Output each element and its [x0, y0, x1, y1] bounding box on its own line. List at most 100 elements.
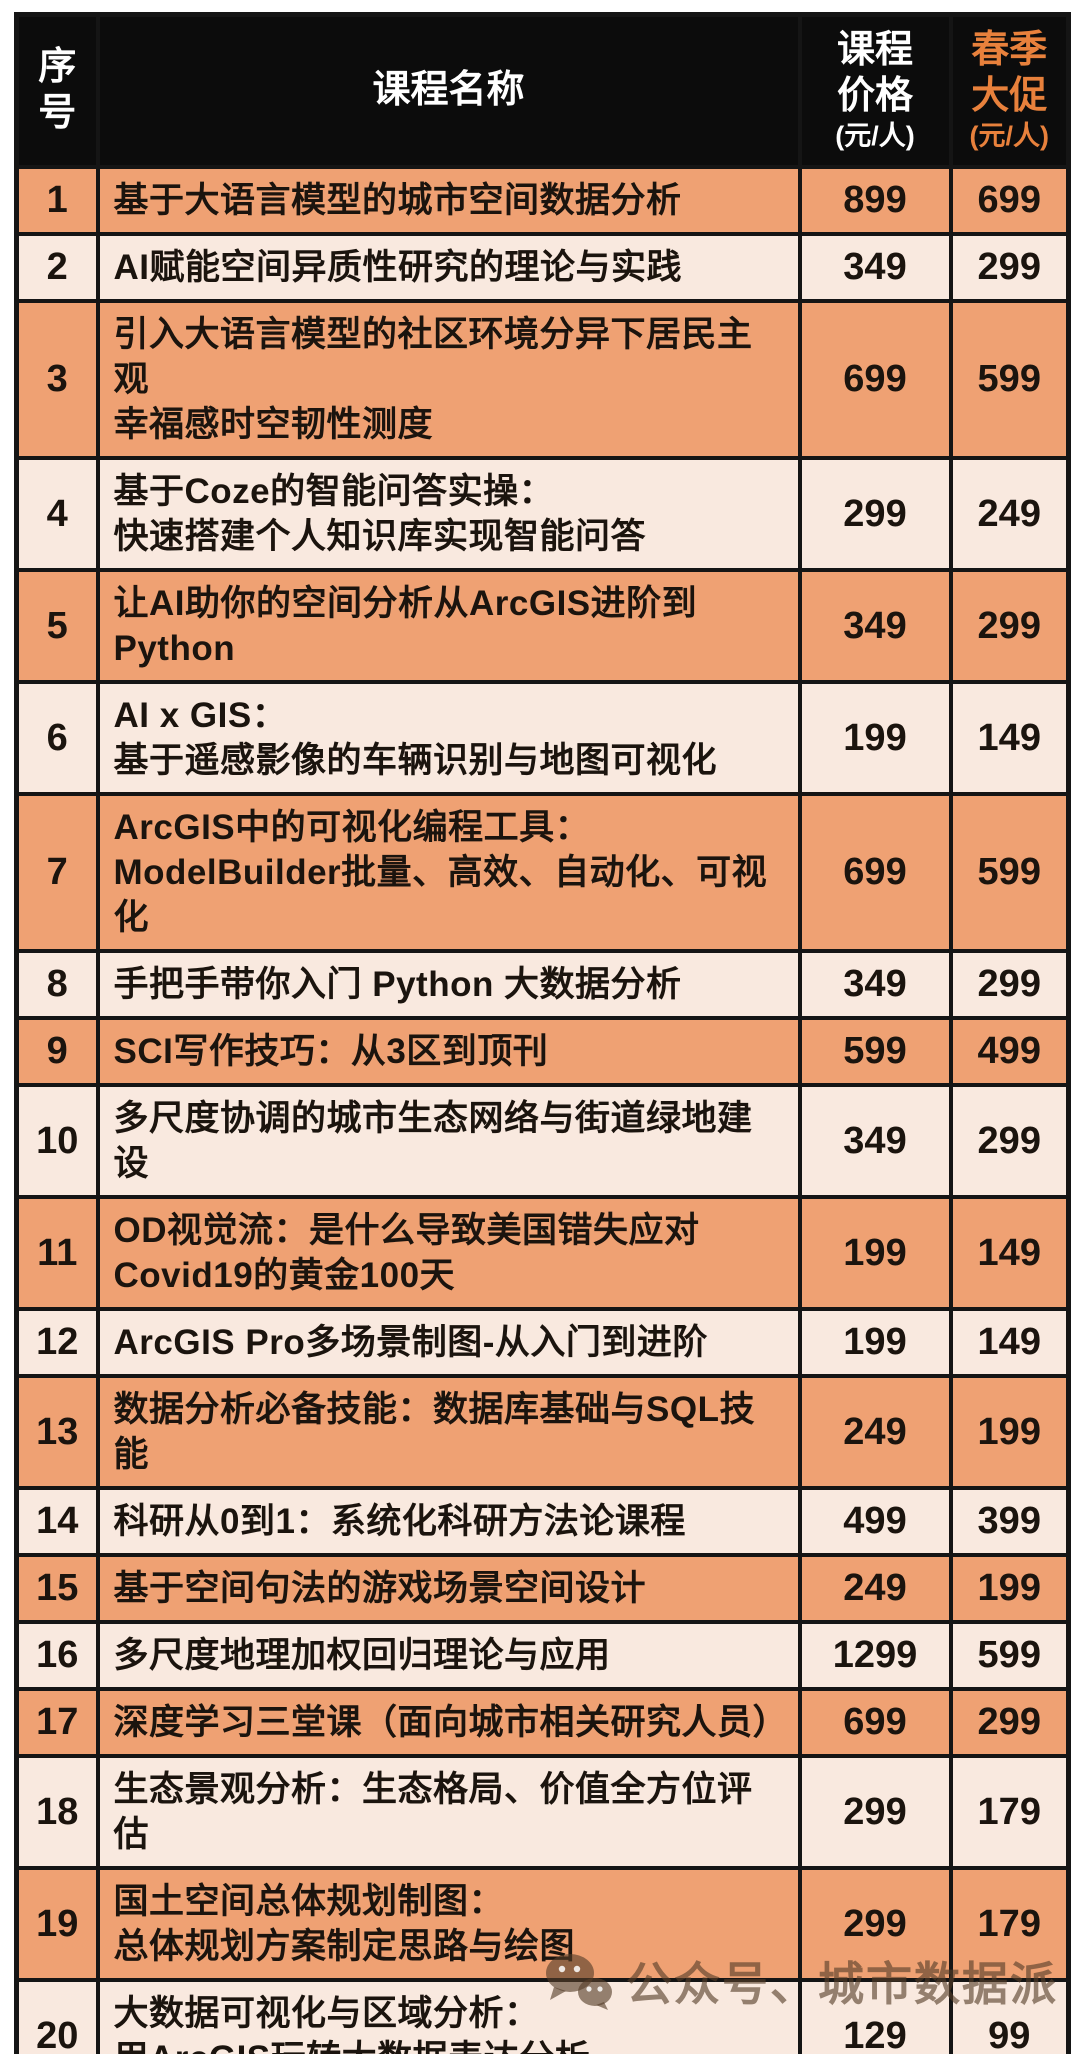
course-price: 899 — [797, 165, 953, 236]
course-price: 199 — [797, 1195, 953, 1311]
row-number: 14 — [14, 1486, 100, 1557]
course-price: 699 — [797, 792, 953, 953]
course-name: ArcGIS中的可视化编程工具： ModelBuilder批量、高效、自动化、可… — [95, 792, 802, 953]
row-number: 15 — [14, 1553, 100, 1624]
table-row: 6 AI x GIS： 基于遥感影像的车辆识别与地图可视化 199 149 — [14, 680, 1071, 796]
course-price: 699 — [797, 299, 953, 460]
row-number: 1 — [14, 165, 100, 236]
table-row: 17 深度学习三堂课（面向城市相关研究人员） 699 299 — [14, 1687, 1071, 1758]
course-name: AI x GIS： 基于遥感影像的车辆识别与地图可视化 — [95, 680, 802, 796]
row-number: 18 — [14, 1754, 100, 1870]
row-number: 17 — [14, 1687, 100, 1758]
course-name: AI赋能空间异质性研究的理论与实践 — [95, 232, 802, 303]
header-course-price: 课程 价格 (元/人) — [797, 12, 953, 169]
sale-price: 299 — [948, 568, 1071, 684]
sale-price: 149 — [948, 1307, 1071, 1378]
course-price: 349 — [797, 1083, 953, 1199]
table-row: 13 数据分析必备技能：数据库基础与SQL技能 249 199 — [14, 1374, 1071, 1490]
header-sale-unit: (元/人) — [969, 121, 1049, 151]
course-price: 199 — [797, 680, 953, 796]
course-name: SCI写作技巧：从3区到顶刊 — [95, 1016, 802, 1087]
row-number: 20 — [14, 1978, 100, 2054]
header-row: 序 号 课程名称 课程 价格 (元/人) 春季 大促 (元/人) — [14, 12, 1071, 169]
table-row: 3 引入大语言模型的社区环境分异下居民主观 幸福感时空韧性测度 699 599 — [14, 299, 1071, 460]
course-price-table: 序 号 课程名称 课程 价格 (元/人) 春季 大促 (元/人) 1 基于大语言… — [14, 12, 1071, 2054]
course-name: ArcGIS Pro多场景制图-从入门到进阶 — [95, 1307, 802, 1378]
sale-price: 199 — [948, 1374, 1071, 1490]
sale-price: 179 — [948, 1866, 1071, 1982]
course-name: 多尺度协调的城市生态网络与街道绿地建设 — [95, 1083, 802, 1199]
header-course-name-label: 课程名称 — [372, 69, 525, 111]
sale-price: 399 — [948, 1486, 1071, 1557]
sale-price: 299 — [948, 232, 1071, 303]
course-price: 499 — [797, 1486, 953, 1557]
row-number: 3 — [14, 299, 100, 460]
table-row: 7 ArcGIS中的可视化编程工具： ModelBuilder批量、高效、自动化… — [14, 792, 1071, 953]
table-header: 序 号 课程名称 课程 价格 (元/人) 春季 大促 (元/人) — [14, 12, 1071, 169]
sale-price: 299 — [948, 1083, 1071, 1199]
table-row: 2 AI赋能空间异质性研究的理论与实践 349 299 — [14, 232, 1071, 303]
course-price: 699 — [797, 1687, 953, 1758]
row-number: 16 — [14, 1620, 100, 1691]
course-price: 349 — [797, 232, 953, 303]
sale-price: 299 — [948, 949, 1071, 1020]
course-name: 大数据可视化与区域分析： 用ArcGIS玩转大数据表达分析 — [95, 1978, 802, 2054]
course-name: 基于Coze的智能问答实操： 快速搭建个人知识库实现智能问答 — [95, 456, 802, 572]
table-row: 9 SCI写作技巧：从3区到顶刊 599 499 — [14, 1016, 1071, 1087]
header-spring-sale: 春季 大促 (元/人) — [948, 12, 1071, 169]
sale-price: 199 — [948, 1553, 1071, 1624]
header-sale-label: 春季 大促 — [971, 29, 1048, 117]
row-number: 13 — [14, 1374, 100, 1490]
table-row: 15 基于空间句法的游戏场景空间设计 249 199 — [14, 1553, 1071, 1624]
course-name: 多尺度地理加权回归理论与应用 — [95, 1620, 802, 1691]
sale-price: 249 — [948, 456, 1071, 572]
table-row: 12 ArcGIS Pro多场景制图-从入门到进阶 199 149 — [14, 1307, 1071, 1378]
sale-price: 149 — [948, 680, 1071, 796]
row-number: 9 — [14, 1016, 100, 1087]
course-price: 299 — [797, 1866, 953, 1982]
course-price: 299 — [797, 1754, 953, 1870]
sale-price: 599 — [948, 1620, 1071, 1691]
course-price: 349 — [797, 568, 953, 684]
row-number: 19 — [14, 1866, 100, 1982]
row-number: 6 — [14, 680, 100, 796]
course-name: 引入大语言模型的社区环境分异下居民主观 幸福感时空韧性测度 — [95, 299, 802, 460]
course-price: 249 — [797, 1553, 953, 1624]
table-row: 1 基于大语言模型的城市空间数据分析 899 699 — [14, 165, 1071, 236]
course-name: 科研从0到1：系统化科研方法论课程 — [95, 1486, 802, 1557]
row-number: 4 — [14, 456, 100, 572]
table-row: 4 基于Coze的智能问答实操： 快速搭建个人知识库实现智能问答 299 249 — [14, 456, 1071, 572]
course-price: 299 — [797, 456, 953, 572]
table-row: 11 OD视觉流：是什么导致美国错失应对 Covid19的黄金100天 199 … — [14, 1195, 1071, 1311]
table-row: 18 生态景观分析：生态格局、价值全方位评估 299 179 — [14, 1754, 1071, 1870]
course-table: 序 号 课程名称 课程 价格 (元/人) 春季 大促 (元/人) 1 基于大语言… — [14, 12, 1071, 2054]
header-serial-number: 序 号 — [14, 12, 100, 169]
sale-price: 149 — [948, 1195, 1071, 1311]
table-row: 20 大数据可视化与区域分析： 用ArcGIS玩转大数据表达分析 129 99 — [14, 1978, 1071, 2054]
table-row: 16 多尺度地理加权回归理论与应用 1299 599 — [14, 1620, 1071, 1691]
course-name: 手把手带你入门 Python 大数据分析 — [95, 949, 802, 1020]
header-serial-label: 序 号 — [38, 46, 77, 134]
course-name: OD视觉流：是什么导致美国错失应对 Covid19的黄金100天 — [95, 1195, 802, 1311]
row-number: 5 — [14, 568, 100, 684]
course-name: 基于空间句法的游戏场景空间设计 — [95, 1553, 802, 1624]
table-row: 14 科研从0到1：系统化科研方法论课程 499 399 — [14, 1486, 1071, 1557]
header-course-name: 课程名称 — [95, 12, 802, 169]
course-name: 生态景观分析：生态格局、价值全方位评估 — [95, 1754, 802, 1870]
course-table-body: 1 基于大语言模型的城市空间数据分析 899 699 2 AI赋能空间异质性研究… — [14, 165, 1071, 2054]
sale-price: 599 — [948, 792, 1071, 953]
row-number: 8 — [14, 949, 100, 1020]
table-row: 5 让AI助你的空间分析从ArcGIS进阶到Python 349 299 — [14, 568, 1071, 684]
row-number: 12 — [14, 1307, 100, 1378]
course-name: 深度学习三堂课（面向城市相关研究人员） — [95, 1687, 802, 1758]
row-number: 10 — [14, 1083, 100, 1199]
sale-price: 499 — [948, 1016, 1071, 1087]
course-name: 基于大语言模型的城市空间数据分析 — [95, 165, 802, 236]
course-name: 让AI助你的空间分析从ArcGIS进阶到Python — [95, 568, 802, 684]
table-row: 19 国土空间总体规划制图： 总体规划方案制定思路与绘图 299 179 — [14, 1866, 1071, 1982]
header-price-unit: (元/人) — [835, 121, 915, 151]
table-row: 10 多尺度协调的城市生态网络与街道绿地建设 349 299 — [14, 1083, 1071, 1199]
row-number: 2 — [14, 232, 100, 303]
course-name: 国土空间总体规划制图： 总体规划方案制定思路与绘图 — [95, 1866, 802, 1982]
row-number: 7 — [14, 792, 100, 953]
